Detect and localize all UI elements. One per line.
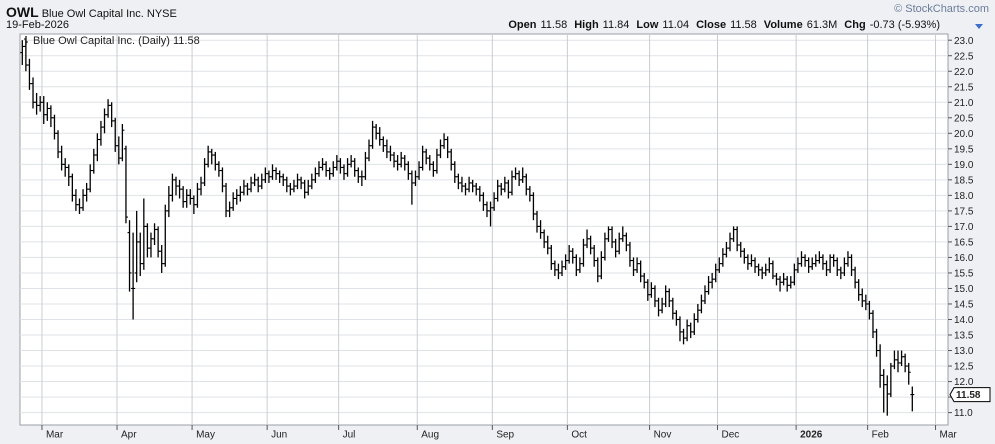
stat-label: Close <box>696 19 727 31</box>
y-tick-label: 14.5 <box>954 300 974 311</box>
x-tick-label: Jun <box>271 430 287 441</box>
x-tick-label: 2026 <box>800 430 823 441</box>
exchange: NYSE <box>146 8 177 20</box>
x-tick-label: May <box>196 430 215 441</box>
stat-value: 11.58 <box>730 19 757 31</box>
y-tick-label: 14.0 <box>954 315 974 326</box>
stat-value: 11.04 <box>662 19 690 31</box>
stat-value: -0.73 (-5.93%) <box>869 19 940 31</box>
y-tick-label: 18.0 <box>954 191 974 202</box>
x-tick-label: Apr <box>121 430 137 441</box>
x-tick-label: Jul <box>343 430 356 441</box>
stat-label: Open <box>508 19 537 31</box>
stat-label: Chg <box>844 19 866 31</box>
y-tick-label: 23.0 <box>954 36 974 47</box>
company: Blue Owl Capital Inc. <box>41 8 144 20</box>
date: 19-Feb-2026 <box>6 19 69 31</box>
menu-arrow[interactable] <box>975 24 983 29</box>
y-tick-label: 16.5 <box>954 238 974 249</box>
stat-value: 11.58 <box>540 19 568 31</box>
y-tick-label: 22.0 <box>954 67 974 78</box>
plot-area <box>19 33 949 426</box>
y-tick-label: 17.5 <box>954 207 974 218</box>
y-tick-label: 20.5 <box>954 113 974 124</box>
price-tag <box>949 387 991 403</box>
stat-value: 61.3M <box>806 19 838 31</box>
y-tick-label: 11.0 <box>954 408 973 419</box>
y-tick-label: 19.0 <box>954 160 974 171</box>
x-tick-label: Mar <box>940 430 958 441</box>
y-tick-label: 21.0 <box>954 98 974 109</box>
y-tick-label: 13.5 <box>954 331 974 342</box>
x-tick-label: Aug <box>421 430 439 441</box>
x-tick-label: Sep <box>496 430 514 441</box>
y-tick-label: 15.5 <box>954 269 974 280</box>
y-tick-label: 18.5 <box>954 175 974 186</box>
y-tick-label: 15.0 <box>954 284 974 295</box>
y-tick-label: 17.0 <box>954 222 974 233</box>
x-tick-label: Oct <box>571 430 587 441</box>
header-title: OWL Blue Owl Capital Inc. NYSE <box>6 4 177 20</box>
watermark: © StockCharts.com <box>894 3 989 15</box>
price-tag-label: 11.58 <box>956 390 981 401</box>
stat-label: High <box>574 19 599 31</box>
y-tick-label: 13.0 <box>954 346 974 357</box>
x-tick-label: Mar <box>46 430 64 441</box>
y-tick-label: 12.0 <box>954 377 974 388</box>
stats: Open 11.58 High 11.84 Low 11.04 Close 11.58 Volu… <box>508 19 947 31</box>
x-tick-label: Dec <box>722 430 740 441</box>
ticker: OWL <box>6 4 39 20</box>
legend-text: Blue Owl Capital Inc. (Daily) 11.58 <box>33 35 200 47</box>
y-tick-label: 21.5 <box>954 82 974 93</box>
y-tick-label: 19.5 <box>954 144 974 155</box>
y-tick-label: 16.0 <box>954 253 974 264</box>
stat-label: Low <box>636 19 659 31</box>
y-tick-label: 12.5 <box>954 362 974 373</box>
stat-label: Volume <box>763 19 803 31</box>
y-tick-label: 20.0 <box>954 129 974 140</box>
y-tick-label: 22.5 <box>954 51 974 62</box>
x-tick-label: Feb <box>872 430 890 441</box>
x-tick-label: Nov <box>654 430 672 441</box>
stat-value: 11.84 <box>602 19 630 31</box>
